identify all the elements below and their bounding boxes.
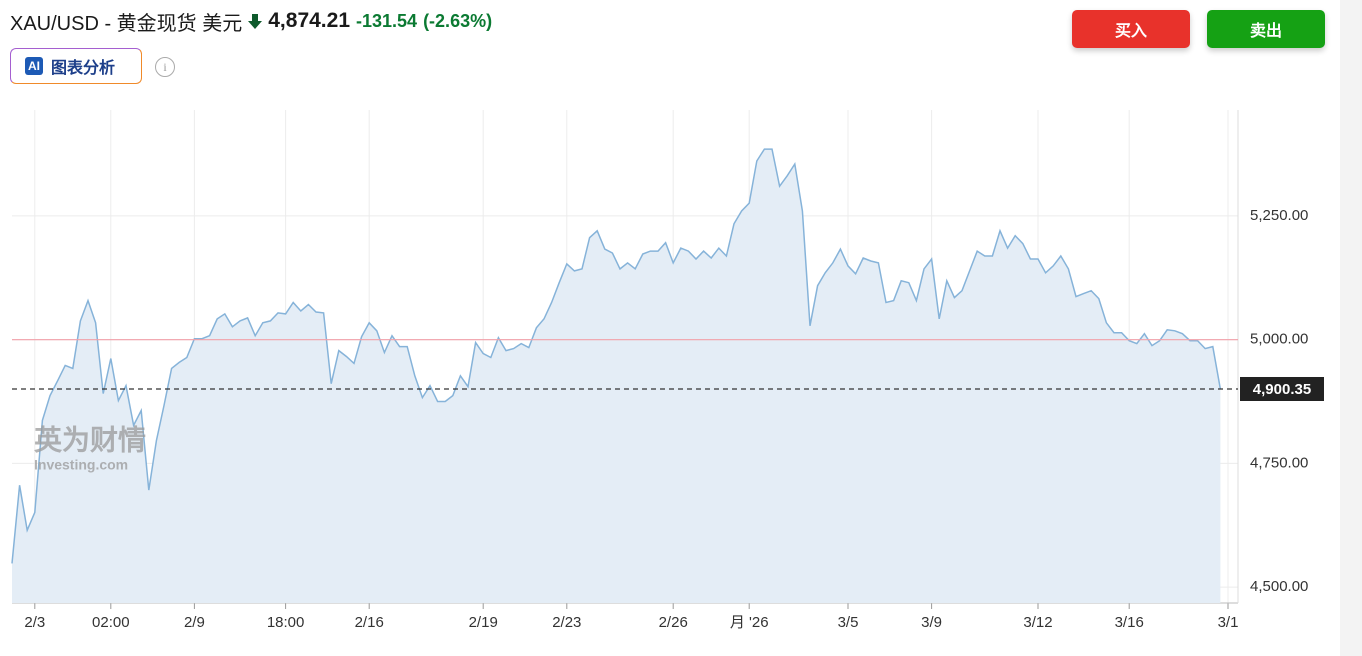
buy-button[interactable]: 买入 bbox=[1072, 10, 1190, 48]
x-tick-label: 3/1 bbox=[1218, 614, 1239, 631]
x-tick-label: 2/3 bbox=[24, 614, 45, 631]
x-tick-label: 2/16 bbox=[355, 614, 384, 631]
last-price-box bbox=[1240, 376, 1324, 401]
x-tick-label: 3/5 bbox=[838, 614, 859, 631]
y-tick-label: 5,250.00 bbox=[1250, 207, 1308, 224]
x-tick-label: 3/9 bbox=[921, 614, 942, 631]
ai-badge: AI bbox=[25, 57, 43, 75]
area bbox=[12, 149, 1221, 603]
watermark-site: Investing.com bbox=[34, 457, 128, 473]
x-tick-label: 02:00 bbox=[92, 614, 130, 631]
info-icon[interactable]: i bbox=[155, 57, 175, 77]
change-pct: (-2.63%) bbox=[423, 10, 493, 31]
change: -131.54 bbox=[356, 10, 418, 31]
y-tick-label: 4,750.00 bbox=[1250, 454, 1308, 471]
x-tick-label: 2/19 bbox=[469, 614, 498, 631]
ai-label: 图表分析 bbox=[51, 60, 116, 77]
watermark-brand: 英为财情 bbox=[34, 424, 146, 455]
x-tick-label: 18:00 bbox=[267, 614, 305, 631]
down-arrow bbox=[248, 14, 263, 29]
price: 4,874.21 bbox=[268, 9, 350, 32]
y-tick-label: 5,000.00 bbox=[1250, 331, 1308, 348]
instrument-title: XAU/USD - 黄金现货 美元 bbox=[10, 12, 243, 35]
header: XAU/USD - 黄金现货 美元 4,874.21 -131.54 (-2.6… bbox=[10, 6, 492, 36]
x-tick-label: 3/16 bbox=[1115, 614, 1144, 631]
ai-analysis-button[interactable]: AI 图表分析 bbox=[10, 48, 142, 84]
line bbox=[11, 148, 1222, 564]
y-tick-label: 4,500.00 bbox=[1250, 578, 1308, 595]
x-tick-label: 2/9 bbox=[184, 614, 205, 631]
x-tick-label: 2/23 bbox=[552, 614, 581, 631]
sell-button[interactable]: 卖出 bbox=[1207, 10, 1325, 48]
x-tick-label: 3/12 bbox=[1023, 614, 1052, 631]
x-tick-label: 月 '26 bbox=[730, 614, 769, 631]
x-tick-label: 2/26 bbox=[659, 614, 688, 631]
last-price-label: 4,900.35 bbox=[1253, 381, 1311, 398]
scrollbar bbox=[1340, 0, 1362, 656]
